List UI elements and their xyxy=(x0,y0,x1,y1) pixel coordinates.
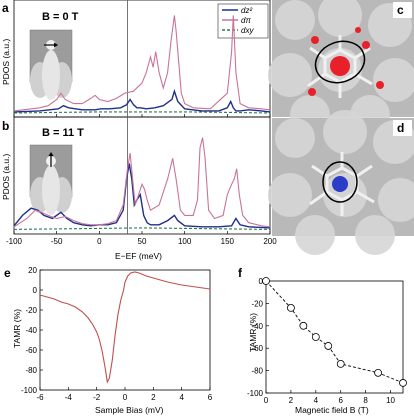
x-tick-label-e-6: 6 xyxy=(208,393,213,402)
panel-d-letter: d xyxy=(397,121,404,135)
x-tick-label-f-1: 2 xyxy=(289,396,294,405)
panel-f-letter: f xyxy=(238,266,243,280)
series-b-2 xyxy=(13,227,271,230)
panel-e-letter: e xyxy=(4,266,11,280)
series-f-0 xyxy=(265,280,404,384)
panel-d: d xyxy=(268,110,414,255)
series-a-0 xyxy=(13,88,271,113)
chart-b-xlabel: E−EF (meV) xyxy=(115,251,162,261)
x-tick-label-b-1: -50 xyxy=(51,237,63,246)
series-b-0 xyxy=(13,163,271,229)
panel-b: b B = 11 T xyxy=(2,116,271,235)
fe-atom-icon xyxy=(332,176,348,192)
series-a-1 xyxy=(13,15,271,112)
y-tick-label-f-3: -40 xyxy=(251,322,263,331)
chart-e-ylabel: TAMR (%) xyxy=(12,309,22,348)
data-point-3 xyxy=(311,333,320,341)
y-tick-label-e-2: -60 xyxy=(25,346,37,355)
x-tick-label-b-3: 50 xyxy=(138,237,147,246)
chart-f-ylabel: TAMR (%) xyxy=(248,313,258,352)
panel-f: f 0 2 4 6 8 10 -100 -80 -60 -40 -20 0 TAMR (%) Magn… xyxy=(238,266,407,415)
legend: dz² dπ dxy xyxy=(217,3,269,39)
chart-b: -100 -50 0 50 100 150 200 xyxy=(6,117,277,246)
data-point-2 xyxy=(299,321,308,330)
y-tick-label-e-3: -40 xyxy=(25,326,37,335)
y-tick-label-e-4: -20 xyxy=(25,306,37,315)
chart-a xyxy=(13,0,271,117)
y-tick-label-f-1: -80 xyxy=(251,367,263,376)
x-tick-label-b-4: 100 xyxy=(178,237,192,246)
y-tick-label-e-5: 0 xyxy=(33,286,38,295)
x-tick-label-b-2: 0 xyxy=(97,237,102,246)
x-tick-label-b-6: 200 xyxy=(263,237,277,246)
x-tick-label-f-4: 8 xyxy=(363,396,368,405)
y-tick-label-f-0: -100 xyxy=(247,389,264,398)
series-b-1 xyxy=(13,137,271,228)
series-e-0 xyxy=(39,271,211,384)
data-point-5 xyxy=(336,359,345,368)
y-tick-label-f-5: 0 xyxy=(259,277,264,286)
data-point-7 xyxy=(399,379,407,387)
chart-f-xlabel: Magnetic field B (T) xyxy=(295,405,369,415)
panel-b-field-label: B = 11 T xyxy=(42,127,84,139)
x-tick-label-f-5: 10 xyxy=(386,396,395,405)
x-tick-label-f-3: 6 xyxy=(339,396,344,405)
panel-a: a B = 0 T dz² dπ dxy xyxy=(2,0,271,118)
tip-inset-b xyxy=(29,144,73,215)
legend-dpi: dπ xyxy=(241,16,251,25)
x-tick-label-f-2: 4 xyxy=(314,396,319,405)
x-tick-label-e-3: 0 xyxy=(123,393,128,402)
tip-inset-a xyxy=(29,29,73,100)
y-tick-label-e-6: 20 xyxy=(28,266,37,275)
chart-f: 0 2 4 6 8 10 -100 -80 -60 -40 -20 0 xyxy=(247,277,407,405)
legend-dxy: dxy xyxy=(241,26,254,35)
x-tick-label-e-4: 2 xyxy=(151,393,156,402)
panel-b-letter: b xyxy=(2,119,9,133)
y-tick-label-f-4: -20 xyxy=(251,299,263,308)
data-point-0 xyxy=(262,277,270,285)
x-tick-label-e-5: 4 xyxy=(179,393,184,402)
y-tick-label-f-2: -60 xyxy=(251,344,263,353)
x-tick-label-b-5: 150 xyxy=(221,237,235,246)
y-tick-label-e-0: -100 xyxy=(21,386,38,395)
data-point-6 xyxy=(374,368,382,377)
panel-c: c xyxy=(268,0,414,135)
series-a-2 xyxy=(13,111,271,114)
chart-a-ylabel: PDOS (a.u.) xyxy=(1,39,11,85)
x-tick-label-e-1: -4 xyxy=(65,393,73,402)
legend-dz2: dz² xyxy=(241,6,252,15)
chart-e-xlabel: Sample Bias (mV) xyxy=(95,405,164,415)
x-tick-label-e-0: -6 xyxy=(36,393,44,402)
chart-b-ylabel: PDOS (a.u.) xyxy=(1,154,11,200)
y-tick-label-e-1: -80 xyxy=(25,366,37,375)
x-tick-label-f-0: 0 xyxy=(264,396,269,405)
panel-c-letter: c xyxy=(397,3,404,17)
x-tick-label-b-0: -100 xyxy=(6,237,23,246)
data-point-4 xyxy=(324,342,333,350)
panel-a-field-label: B = 0 T xyxy=(42,11,79,23)
fe-atom-icon xyxy=(330,56,350,76)
data-point-1 xyxy=(287,303,295,312)
panel-a-letter: a xyxy=(2,1,9,15)
x-tick-label-e-2: -2 xyxy=(93,393,101,402)
